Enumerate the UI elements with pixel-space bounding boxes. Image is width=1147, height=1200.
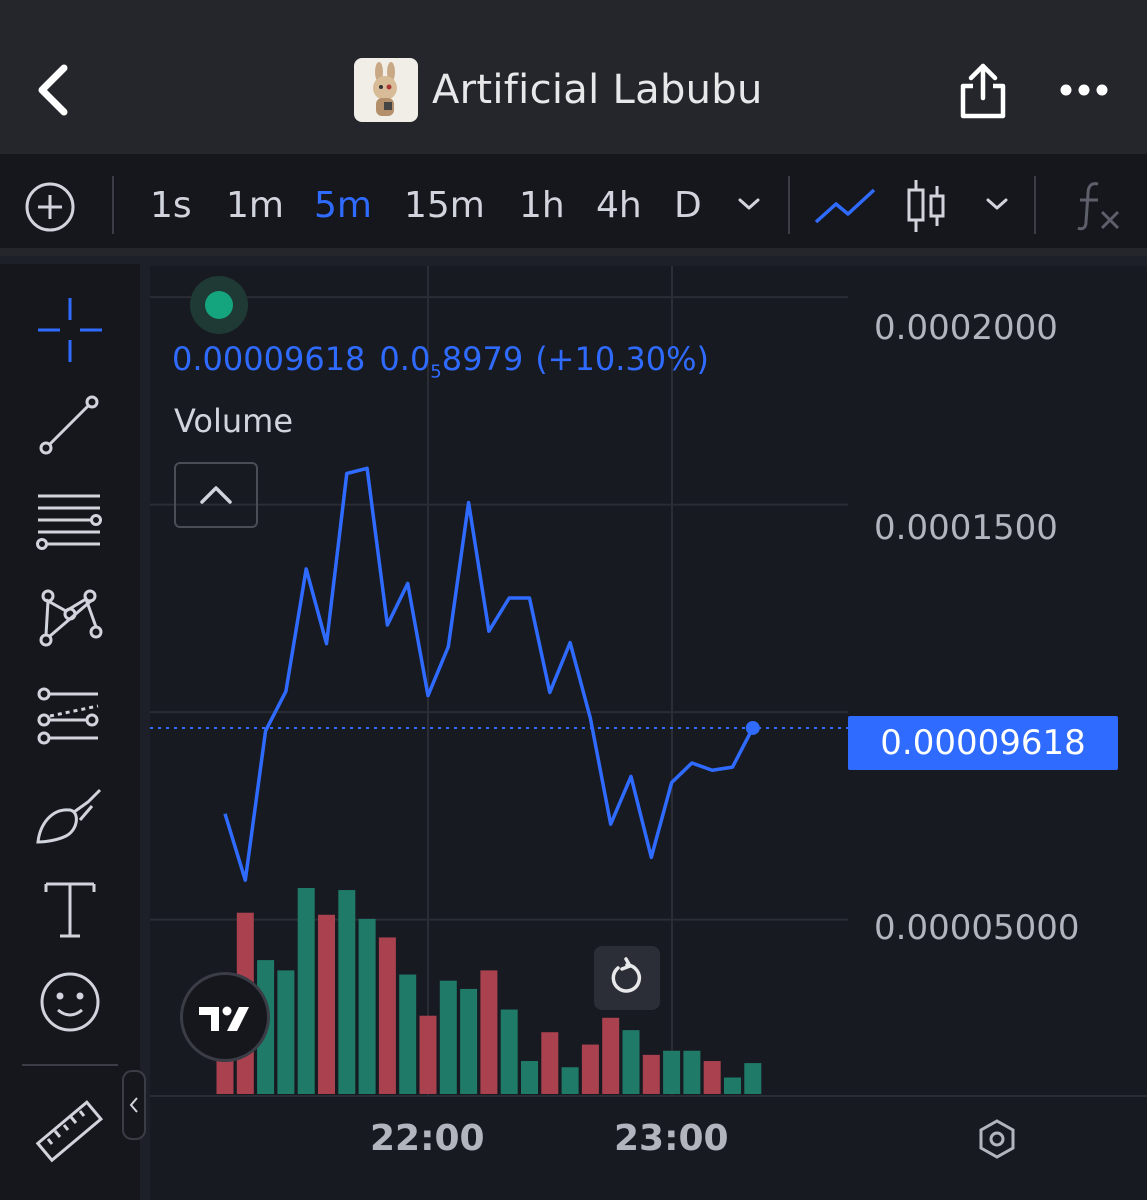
volume-bar — [602, 1017, 620, 1094]
reset-chart-button[interactable] — [594, 946, 660, 1010]
y-tick-label: 0.00005000 — [874, 908, 1080, 948]
volume-bar — [338, 890, 356, 1094]
volume-bar — [703, 1061, 721, 1094]
y-tick-label: 0.0001500 — [874, 508, 1058, 548]
drawing-tools-panel — [0, 264, 140, 1200]
token-title: Artificial Labubu — [354, 58, 763, 122]
volume-bar — [683, 1050, 701, 1094]
volume-label: Volume — [174, 402, 294, 440]
status-dot — [205, 291, 233, 319]
legend-change-prefix: 0.0 — [379, 340, 431, 378]
legend-change: 0.058979 (+10.30%) — [379, 340, 709, 382]
indicators-icon[interactable] — [1076, 178, 1122, 238]
timeframe-1h[interactable]: 1h — [519, 185, 565, 226]
x-tick-label: 23:00 — [614, 1118, 729, 1159]
timeframe-5m[interactable]: 5m — [314, 185, 372, 226]
candlestick-icon[interactable] — [904, 176, 950, 240]
legend-change-subscript: 5 — [430, 361, 442, 383]
ruler-icon[interactable] — [30, 1092, 110, 1172]
volume-bar — [318, 914, 335, 1094]
toolbar-divider — [112, 176, 114, 234]
fib-lines-icon[interactable] — [30, 480, 110, 560]
tradingview-logo-icon[interactable] — [180, 972, 270, 1062]
last-price-tag: 0.00009618 — [848, 716, 1118, 770]
volume-bar — [419, 1015, 437, 1094]
volume-bar — [724, 1077, 741, 1094]
crosshair-icon[interactable] — [30, 290, 110, 370]
legend-values: 0.00009618 0.058979 (+10.30%) — [172, 340, 723, 382]
trend-line-icon[interactable] — [30, 386, 110, 466]
volume-bar — [521, 1061, 538, 1094]
volume-bar — [378, 937, 396, 1094]
volume-bar — [500, 1009, 518, 1094]
y-tick-label: 0.0002000 — [874, 308, 1058, 348]
top-navigation-bar: Artificial Labubu — [0, 0, 1147, 154]
collapse-tools-button[interactable] — [122, 1070, 146, 1140]
emoji-icon[interactable] — [30, 962, 110, 1042]
volume-bar — [581, 1044, 599, 1094]
timeframe-1s[interactable]: 1s — [150, 185, 192, 226]
chart-settings-icon[interactable] — [976, 1118, 1018, 1160]
last-price-marker — [745, 720, 760, 735]
pattern-icon[interactable] — [30, 578, 110, 658]
timeframe-1m[interactable]: 1m — [226, 185, 284, 226]
chart-toolbar: 1s 1m 5m 15m 1h 4h D — [0, 154, 1147, 256]
legend-change-percent: (+10.30%) — [535, 340, 709, 378]
volume-bar — [541, 1032, 559, 1094]
back-arrow-icon[interactable] — [30, 60, 78, 120]
timeframe-4h[interactable]: 4h — [596, 185, 642, 226]
market-status-indicator — [190, 276, 248, 334]
volume-bar — [561, 1067, 579, 1094]
line-chart-icon[interactable] — [814, 182, 878, 234]
chevron-down-icon[interactable] — [736, 194, 762, 218]
toolbar-divider — [788, 176, 790, 234]
more-icon[interactable] — [1058, 76, 1110, 104]
add-icon[interactable] — [24, 181, 76, 233]
legend-price: 0.00009618 — [172, 340, 366, 378]
volume-bar — [622, 1030, 640, 1094]
token-logo-icon — [354, 58, 418, 122]
volume-bar — [358, 918, 376, 1094]
legend-change-suffix: 8979 — [441, 340, 524, 378]
volume-bar — [399, 974, 417, 1094]
volume-bar — [480, 970, 498, 1094]
volume-bar — [277, 970, 295, 1094]
volume-bar — [663, 1050, 681, 1094]
timeframe-D[interactable]: D — [674, 185, 702, 226]
volume-bar — [460, 988, 478, 1094]
volume-bar — [297, 888, 315, 1094]
price-chart[interactable]: 0.00009618 0.058979 (+10.30%) Volume 0.000… — [150, 266, 1147, 1200]
projection-icon[interactable] — [30, 676, 110, 756]
price-series-line — [223, 466, 755, 882]
text-icon[interactable] — [30, 870, 110, 950]
volume-bar — [439, 980, 457, 1094]
page-title: Artificial Labubu — [432, 67, 763, 113]
volume-bar — [642, 1054, 660, 1094]
tools-separator — [22, 1064, 118, 1066]
chevron-down-icon[interactable] — [984, 194, 1010, 218]
timeframe-15m[interactable]: 15m — [404, 185, 485, 226]
volume-bar — [744, 1063, 762, 1094]
brush-icon[interactable] — [30, 774, 110, 854]
collapse-legend-button[interactable] — [174, 462, 258, 528]
share-icon[interactable] — [956, 58, 1010, 122]
x-tick-label: 22:00 — [370, 1118, 485, 1159]
toolbar-divider — [1034, 176, 1036, 234]
